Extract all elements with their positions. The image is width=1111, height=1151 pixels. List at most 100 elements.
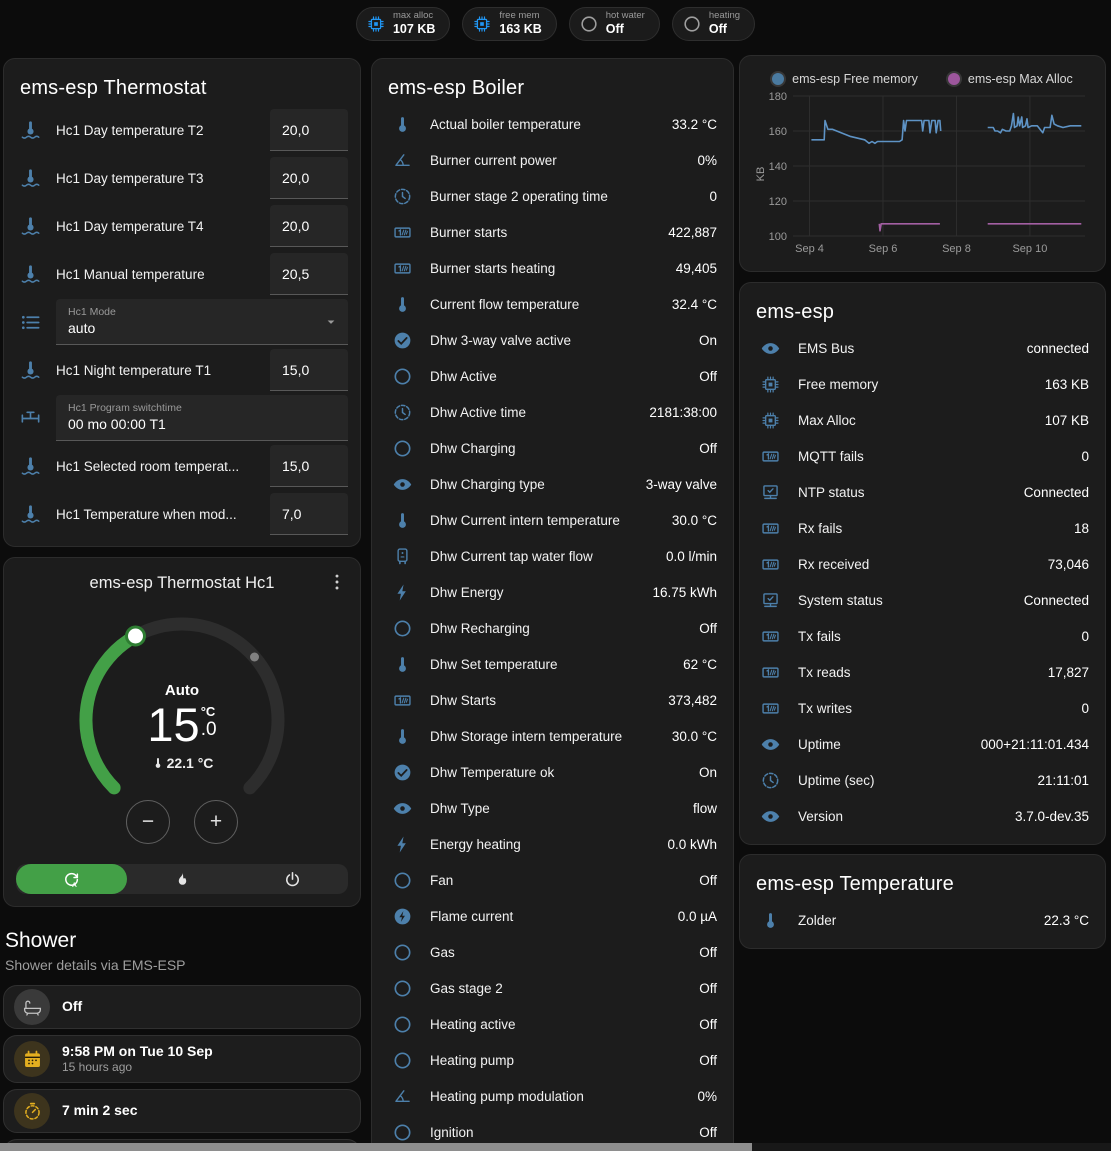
entity-row[interactable]: Dhw Energy 16.75 kWh bbox=[384, 574, 717, 610]
svg-text:Sep 4: Sep 4 bbox=[795, 243, 824, 255]
bolt-icon bbox=[392, 834, 413, 855]
entity-row[interactable]: Dhw Starts 373,482 bbox=[384, 682, 717, 718]
entity-row[interactable]: Actual boiler temperature 33.2 °C bbox=[384, 106, 717, 142]
horizontal-scrollbar-track[interactable] bbox=[0, 1143, 1111, 1151]
entity-row[interactable]: Dhw Type flow bbox=[384, 790, 717, 826]
entity-row[interactable]: Free memory 163 KB bbox=[752, 366, 1089, 402]
entity-row[interactable]: NTP status Connected bbox=[752, 474, 1089, 510]
hvac-mode-off-button[interactable] bbox=[237, 864, 348, 894]
legend-label: ems-esp Max Alloc bbox=[967, 72, 1073, 86]
entity-row[interactable]: Dhw Active time 2181:38:00 bbox=[384, 394, 717, 430]
entity-row[interactable]: Ignition Off bbox=[384, 1114, 717, 1150]
entity-row[interactable]: System status Connected bbox=[752, 582, 1089, 618]
entity-row[interactable]: Dhw Charging Off bbox=[384, 430, 717, 466]
svg-text:180: 180 bbox=[768, 91, 786, 103]
entity-row[interactable]: Dhw Active Off bbox=[384, 358, 717, 394]
entity-row[interactable]: Version 3.7.0-dev.35 bbox=[752, 798, 1089, 834]
entity-row[interactable]: Gas stage 2 Off bbox=[384, 970, 717, 1006]
hvac-mode-heat-button[interactable] bbox=[127, 864, 238, 894]
emsesp-rows: EMS Bus connected Free memory 163 KB Max All… bbox=[752, 330, 1089, 834]
entity-value: 21:11:01 bbox=[1037, 772, 1089, 788]
entity-label: Hc1 Day temperature T4 bbox=[56, 218, 204, 234]
entity-value: 0 bbox=[709, 188, 717, 204]
entity-row[interactable]: Zolder 22.3 °C bbox=[752, 902, 1089, 938]
entity-row[interactable]: Dhw Recharging Off bbox=[384, 610, 717, 646]
entity-label: Tx reads bbox=[798, 664, 851, 680]
hvac-mode-auto-button[interactable]: A bbox=[16, 864, 127, 894]
dots-vertical-icon[interactable] bbox=[326, 571, 348, 593]
chip-icon bbox=[472, 14, 492, 34]
number-input[interactable]: 20,5 bbox=[270, 253, 348, 295]
entity-row[interactable]: Dhw 3-way valve active On bbox=[384, 322, 717, 358]
entity-row[interactable]: Burner starts heating 49,405 bbox=[384, 250, 717, 286]
entity-row[interactable]: Dhw Storage intern temperature 30.0 °C bbox=[384, 718, 717, 754]
increase-temp-button[interactable]: + bbox=[194, 800, 238, 844]
entity-row[interactable]: Current flow temperature 32.4 °C bbox=[384, 286, 717, 322]
dial-readout: Auto 15 °C .0 22.1 °C bbox=[64, 682, 300, 771]
thermometer-water-icon bbox=[19, 215, 42, 238]
entity-row[interactable]: Heating active Off bbox=[384, 1006, 717, 1042]
select-label: Hc1 Mode bbox=[68, 305, 116, 318]
entity-row[interactable]: Flame current 0.0 µA bbox=[384, 898, 717, 934]
entity-label: Fan bbox=[430, 872, 454, 888]
entity-row[interactable]: Tx reads 17,827 bbox=[752, 654, 1089, 690]
entity-row[interactable]: Max Alloc 107 KB bbox=[752, 402, 1089, 438]
entity-row[interactable]: Tx fails 0 bbox=[752, 618, 1089, 654]
entity-row[interactable]: Dhw Set temperature 62 °C bbox=[384, 646, 717, 682]
text-input[interactable]: Hc1 Program switchtime 00 mo 00:00 T1 bbox=[56, 395, 348, 441]
entity-row[interactable]: Burner starts 422,887 bbox=[384, 214, 717, 250]
legend-item[interactable]: ems-esp Free memory bbox=[772, 72, 918, 86]
number-input[interactable]: 20,0 bbox=[270, 109, 348, 151]
shower-tile[interactable]: 7 min 2 sec bbox=[3, 1089, 361, 1133]
shower-tile[interactable]: 9:58 PM on Tue 10 Sep 15 hours ago bbox=[3, 1035, 361, 1083]
entity-row[interactable]: Energy heating 0.0 kWh bbox=[384, 826, 717, 862]
number-input[interactable]: 15,0 bbox=[270, 445, 348, 487]
number-input[interactable]: 20,0 bbox=[270, 205, 348, 247]
number-input[interactable]: 20,0 bbox=[270, 157, 348, 199]
select-input[interactable]: Hc1 Mode auto bbox=[56, 299, 348, 345]
entity-row[interactable]: Dhw Charging type 3-way valve bbox=[384, 466, 717, 502]
number-input[interactable]: 15,0 bbox=[270, 349, 348, 391]
decrease-temp-button[interactable]: − bbox=[126, 800, 170, 844]
entity-row[interactable]: EMS Bus connected bbox=[752, 330, 1089, 366]
thermostat-row: Hc1 Day temperature T4 20,0 bbox=[16, 202, 348, 250]
header-badge[interactable]: free mem 163 KB bbox=[462, 7, 557, 41]
memory-chart-svg: 100 120 140 160 180 Sep 4 Sep 6 Sep 8 Sep 10 KB bbox=[755, 91, 1085, 255]
entity-row[interactable]: Uptime (sec) 21:11:01 bbox=[752, 762, 1089, 798]
thermometer-water-icon bbox=[19, 503, 42, 526]
number-input[interactable]: 7,0 bbox=[270, 493, 348, 535]
header-badge[interactable]: heating Off bbox=[671, 7, 756, 41]
chevron-down-icon[interactable] bbox=[322, 313, 340, 331]
entity-value: 32.4 °C bbox=[671, 296, 717, 312]
entity-value: Off bbox=[699, 944, 717, 960]
entity-row[interactable]: Heating pump Off bbox=[384, 1042, 717, 1078]
counter-icon bbox=[392, 258, 413, 279]
water-heater-icon bbox=[392, 546, 413, 567]
entity-label: MQTT fails bbox=[798, 448, 864, 464]
badge-value: 107 KB bbox=[392, 22, 436, 37]
bathtub-icon bbox=[22, 997, 43, 1018]
entity-row[interactable]: Rx fails 18 bbox=[752, 510, 1089, 546]
shower-tile[interactable]: Off bbox=[3, 985, 361, 1029]
header-badge[interactable]: max alloc 107 KB bbox=[355, 7, 451, 41]
entity-value: 0 bbox=[1081, 448, 1089, 464]
legend-item[interactable]: ems-esp Max Alloc bbox=[947, 72, 1073, 86]
entity-row[interactable]: Heating pump modulation 0% bbox=[384, 1078, 717, 1114]
shower-title: Shower bbox=[5, 929, 77, 952]
entity-row[interactable]: Burner stage 2 operating time 0 bbox=[384, 178, 717, 214]
entity-row[interactable]: Burner current power 0% bbox=[384, 142, 717, 178]
entity-row[interactable]: Dhw Current intern temperature 30.0 °C bbox=[384, 502, 717, 538]
entity-label: Dhw Set temperature bbox=[430, 656, 558, 672]
entity-row[interactable]: Tx writes 0 bbox=[752, 690, 1089, 726]
entity-row[interactable]: Gas Off bbox=[384, 934, 717, 970]
entity-row[interactable]: MQTT fails 0 bbox=[752, 438, 1089, 474]
horizontal-scrollbar-thumb[interactable] bbox=[0, 1143, 752, 1151]
thermometer-icon bbox=[151, 756, 165, 770]
header-badge[interactable]: hot water Off bbox=[568, 7, 660, 41]
entity-row[interactable]: Fan Off bbox=[384, 862, 717, 898]
entity-row[interactable]: Rx received 73,046 bbox=[752, 546, 1089, 582]
dial-handle[interactable] bbox=[125, 625, 146, 647]
entity-row[interactable]: Dhw Temperature ok On bbox=[384, 754, 717, 790]
entity-row[interactable]: Dhw Current tap water flow 0.0 l/min bbox=[384, 538, 717, 574]
entity-row[interactable]: Uptime 000+21:11:01.434 bbox=[752, 726, 1089, 762]
